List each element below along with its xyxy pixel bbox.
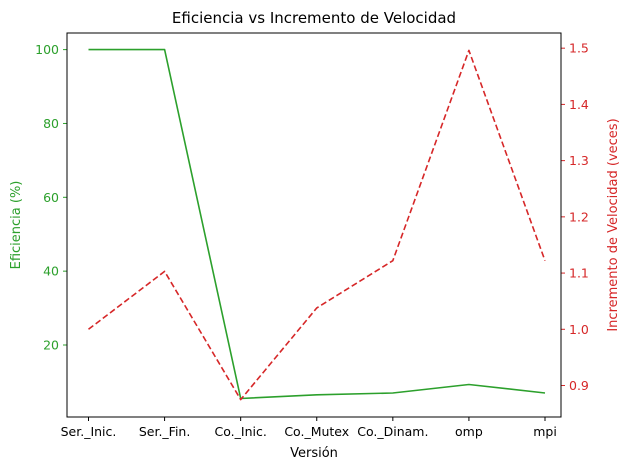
right-y-tick-label: 1.2 — [569, 209, 589, 224]
incremento-series-line — [88, 49, 546, 401]
x-tick-label: Co._Inic. — [215, 424, 267, 439]
left-y-tick-label: 60 — [43, 190, 59, 205]
right-y-tick-label: 1.0 — [569, 322, 589, 337]
left-y-tick-label: 20 — [43, 338, 59, 353]
left-y-tick-label: 80 — [43, 116, 59, 131]
x-axis-label: Versión — [290, 446, 338, 461]
right-y-tick-label: 1.1 — [569, 266, 589, 281]
left-y-tick-label: 40 — [43, 264, 59, 279]
left-y-axis-label: Eficiencia (%) — [9, 181, 24, 270]
ticks-layer: Ser._Inic. Ser._Fin. Co._Inic. Co._Mutex Co.… — [35, 41, 589, 439]
chart-title: Eficiencia vs Incremento de Velocidad — [172, 9, 456, 27]
right-y-tick-label: 0.9 — [569, 378, 589, 393]
right-y-tick-label: 1.5 — [569, 41, 589, 56]
lines-layer — [88, 48, 546, 401]
x-tick-label: omp — [455, 424, 483, 439]
x-tick-label: mpi — [533, 424, 557, 439]
eficiencia-series-line — [88, 48, 546, 400]
x-tick-label: Ser._Fin. — [139, 424, 191, 439]
right-y-tick-label: 1.3 — [569, 153, 589, 168]
x-tick-label: Ser._Inic. — [61, 424, 117, 439]
right-y-axis-label: Incremento de Velocidad (veces) — [606, 118, 621, 331]
right-y-tick-label: 1.4 — [569, 97, 589, 112]
x-tick-label: Co._Mutex — [284, 424, 349, 439]
left-y-tick-label: 100 — [35, 42, 59, 57]
plot-frame — [66, 32, 562, 418]
x-tick-label: Co._Dinam. — [357, 424, 428, 439]
